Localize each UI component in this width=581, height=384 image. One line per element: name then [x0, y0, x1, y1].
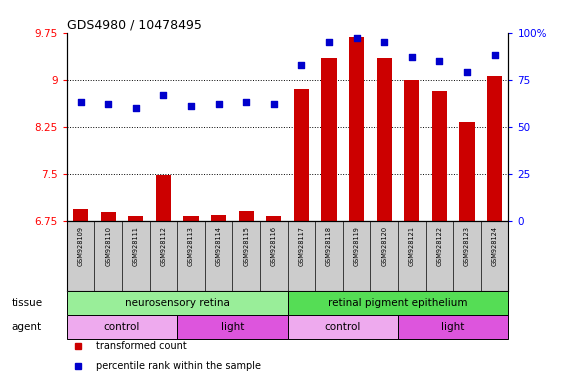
Text: tissue: tissue — [12, 298, 43, 308]
Point — [435, 58, 444, 64]
Point — [76, 99, 85, 105]
Bar — [156, 175, 171, 221]
Bar — [487, 76, 502, 221]
Bar — [349, 37, 364, 221]
Text: GSM928110: GSM928110 — [105, 226, 111, 266]
Text: percentile rank within the sample: percentile rank within the sample — [95, 361, 260, 371]
Bar — [376, 58, 392, 221]
Text: GSM928122: GSM928122 — [436, 226, 442, 266]
Bar — [184, 216, 199, 221]
Text: GSM928114: GSM928114 — [216, 226, 221, 266]
Bar — [239, 211, 254, 221]
Text: GSM928119: GSM928119 — [354, 226, 360, 266]
Text: GDS4980 / 10478495: GDS4980 / 10478495 — [67, 18, 202, 31]
Text: GSM928123: GSM928123 — [464, 226, 470, 266]
Point — [352, 35, 361, 41]
Bar — [211, 215, 226, 221]
Bar — [460, 122, 475, 221]
Point — [214, 101, 223, 107]
Text: GSM928117: GSM928117 — [299, 226, 304, 266]
Text: GSM928118: GSM928118 — [326, 226, 332, 266]
Point — [131, 105, 141, 111]
Point — [242, 99, 251, 105]
Text: GSM928116: GSM928116 — [271, 226, 277, 266]
Text: light: light — [442, 323, 465, 333]
Text: GSM928120: GSM928120 — [381, 226, 387, 266]
Bar — [128, 216, 144, 221]
Bar — [101, 212, 116, 221]
Bar — [67, 291, 288, 315]
Bar — [294, 89, 309, 221]
Point — [187, 103, 196, 109]
Text: GSM928112: GSM928112 — [160, 226, 166, 266]
Point — [103, 101, 113, 107]
Point — [159, 92, 168, 98]
Bar — [288, 315, 398, 339]
Point — [297, 61, 306, 68]
Point — [490, 52, 499, 58]
Text: GSM928111: GSM928111 — [133, 226, 139, 266]
Point — [324, 39, 333, 45]
Bar — [266, 216, 281, 221]
Text: control: control — [325, 323, 361, 333]
Bar — [432, 91, 447, 221]
Bar — [177, 315, 288, 339]
Text: control: control — [104, 323, 140, 333]
Text: GSM928121: GSM928121 — [409, 226, 415, 266]
Bar — [288, 291, 508, 315]
Text: GSM928113: GSM928113 — [188, 226, 194, 266]
Bar — [398, 315, 508, 339]
Text: GSM928124: GSM928124 — [492, 226, 497, 266]
Text: neurosensory retina: neurosensory retina — [125, 298, 229, 308]
Text: agent: agent — [12, 323, 42, 333]
Bar — [404, 79, 419, 221]
Point — [407, 54, 417, 60]
Text: light: light — [221, 323, 244, 333]
Point — [269, 101, 278, 107]
Bar — [321, 58, 336, 221]
Bar — [67, 315, 177, 339]
Point — [379, 39, 389, 45]
Text: transformed count: transformed count — [95, 341, 187, 351]
Bar — [73, 209, 88, 221]
Text: GSM928115: GSM928115 — [243, 226, 249, 266]
Text: GSM928109: GSM928109 — [78, 226, 84, 266]
Point — [462, 69, 472, 75]
Text: retinal pigment epithelium: retinal pigment epithelium — [328, 298, 468, 308]
